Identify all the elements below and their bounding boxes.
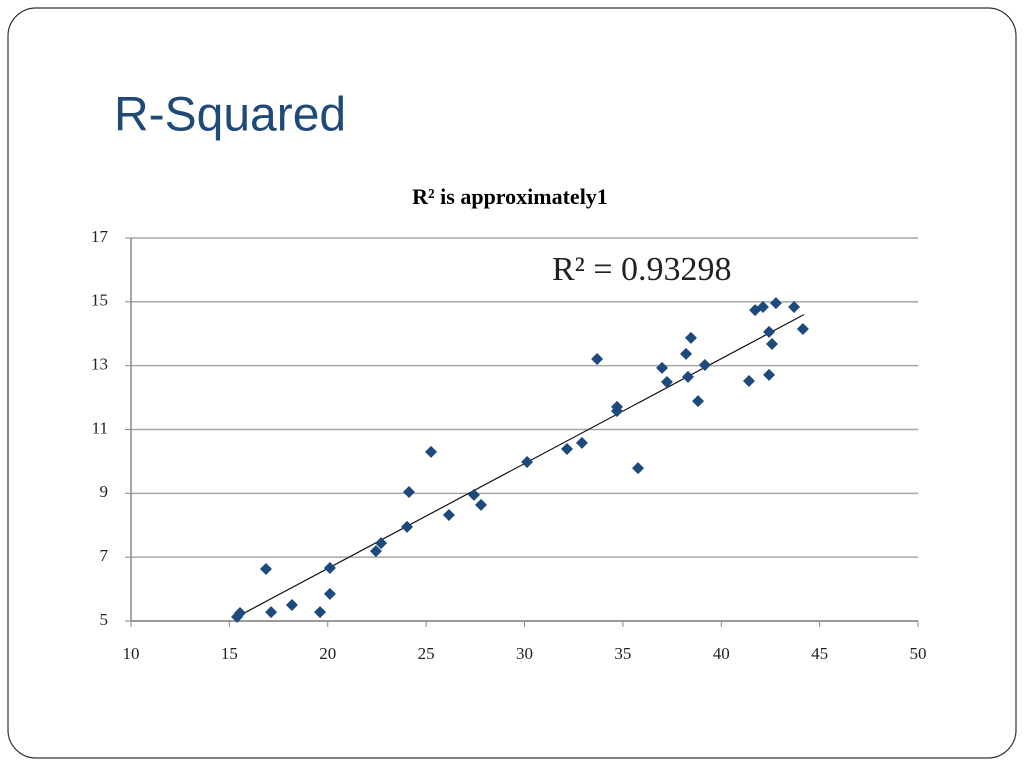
y-tick-label: 7: [100, 546, 109, 565]
x-tick-label: 10: [123, 644, 140, 663]
point: [442, 509, 455, 522]
y-tick-label: 9: [100, 482, 109, 501]
point: [796, 322, 809, 335]
point: [698, 359, 711, 372]
x-tick-label: 15: [221, 644, 238, 663]
point: [763, 325, 776, 338]
point: [763, 368, 776, 381]
point: [766, 337, 779, 350]
point: [285, 599, 298, 612]
x-tick-label: 45: [811, 644, 828, 663]
point: [521, 456, 534, 469]
point: [684, 331, 697, 344]
point: [660, 375, 673, 388]
annotation: R² = 0.93298: [552, 251, 732, 288]
point: [656, 361, 669, 374]
y-tick-label: 5: [100, 610, 109, 629]
point: [742, 374, 755, 387]
x-tick-label: 30: [516, 644, 533, 663]
slide-border: [7, 7, 1017, 759]
point: [403, 486, 416, 499]
point: [692, 395, 705, 408]
point: [323, 562, 336, 575]
point: [680, 347, 693, 360]
chart-title: R² is approximately1: [412, 184, 608, 209]
y-tick-label: 13: [91, 355, 108, 374]
point: [632, 462, 645, 475]
point: [575, 436, 588, 449]
point: [610, 404, 623, 417]
x-tick-label: 25: [418, 644, 435, 663]
point: [560, 442, 573, 455]
point: [401, 520, 414, 533]
point: [233, 607, 246, 620]
y-tick-label: 17: [91, 227, 109, 246]
x-tick-label: 35: [614, 644, 631, 663]
y-tick-label: 15: [91, 291, 108, 310]
x-tick-label: 50: [910, 644, 927, 663]
point: [756, 300, 769, 313]
point: [467, 488, 480, 501]
plot: 5 7 9 11 13 15 17 10 15 20 25 30 35 40 45 50: [91, 227, 927, 663]
point: [323, 587, 336, 600]
point: [591, 352, 604, 365]
point: [425, 445, 438, 458]
slide-title: R-Squared: [114, 89, 346, 142]
point: [681, 370, 694, 383]
point: [369, 545, 382, 558]
point: [265, 606, 278, 619]
point: [788, 300, 801, 313]
point: [375, 537, 388, 550]
x-tick-label: 40: [713, 644, 730, 663]
y-tick-label: 11: [92, 418, 108, 437]
point: [769, 297, 782, 310]
point: [259, 562, 272, 575]
point: [314, 606, 327, 619]
point: [475, 498, 488, 511]
x-tick-label: 20: [319, 644, 336, 663]
